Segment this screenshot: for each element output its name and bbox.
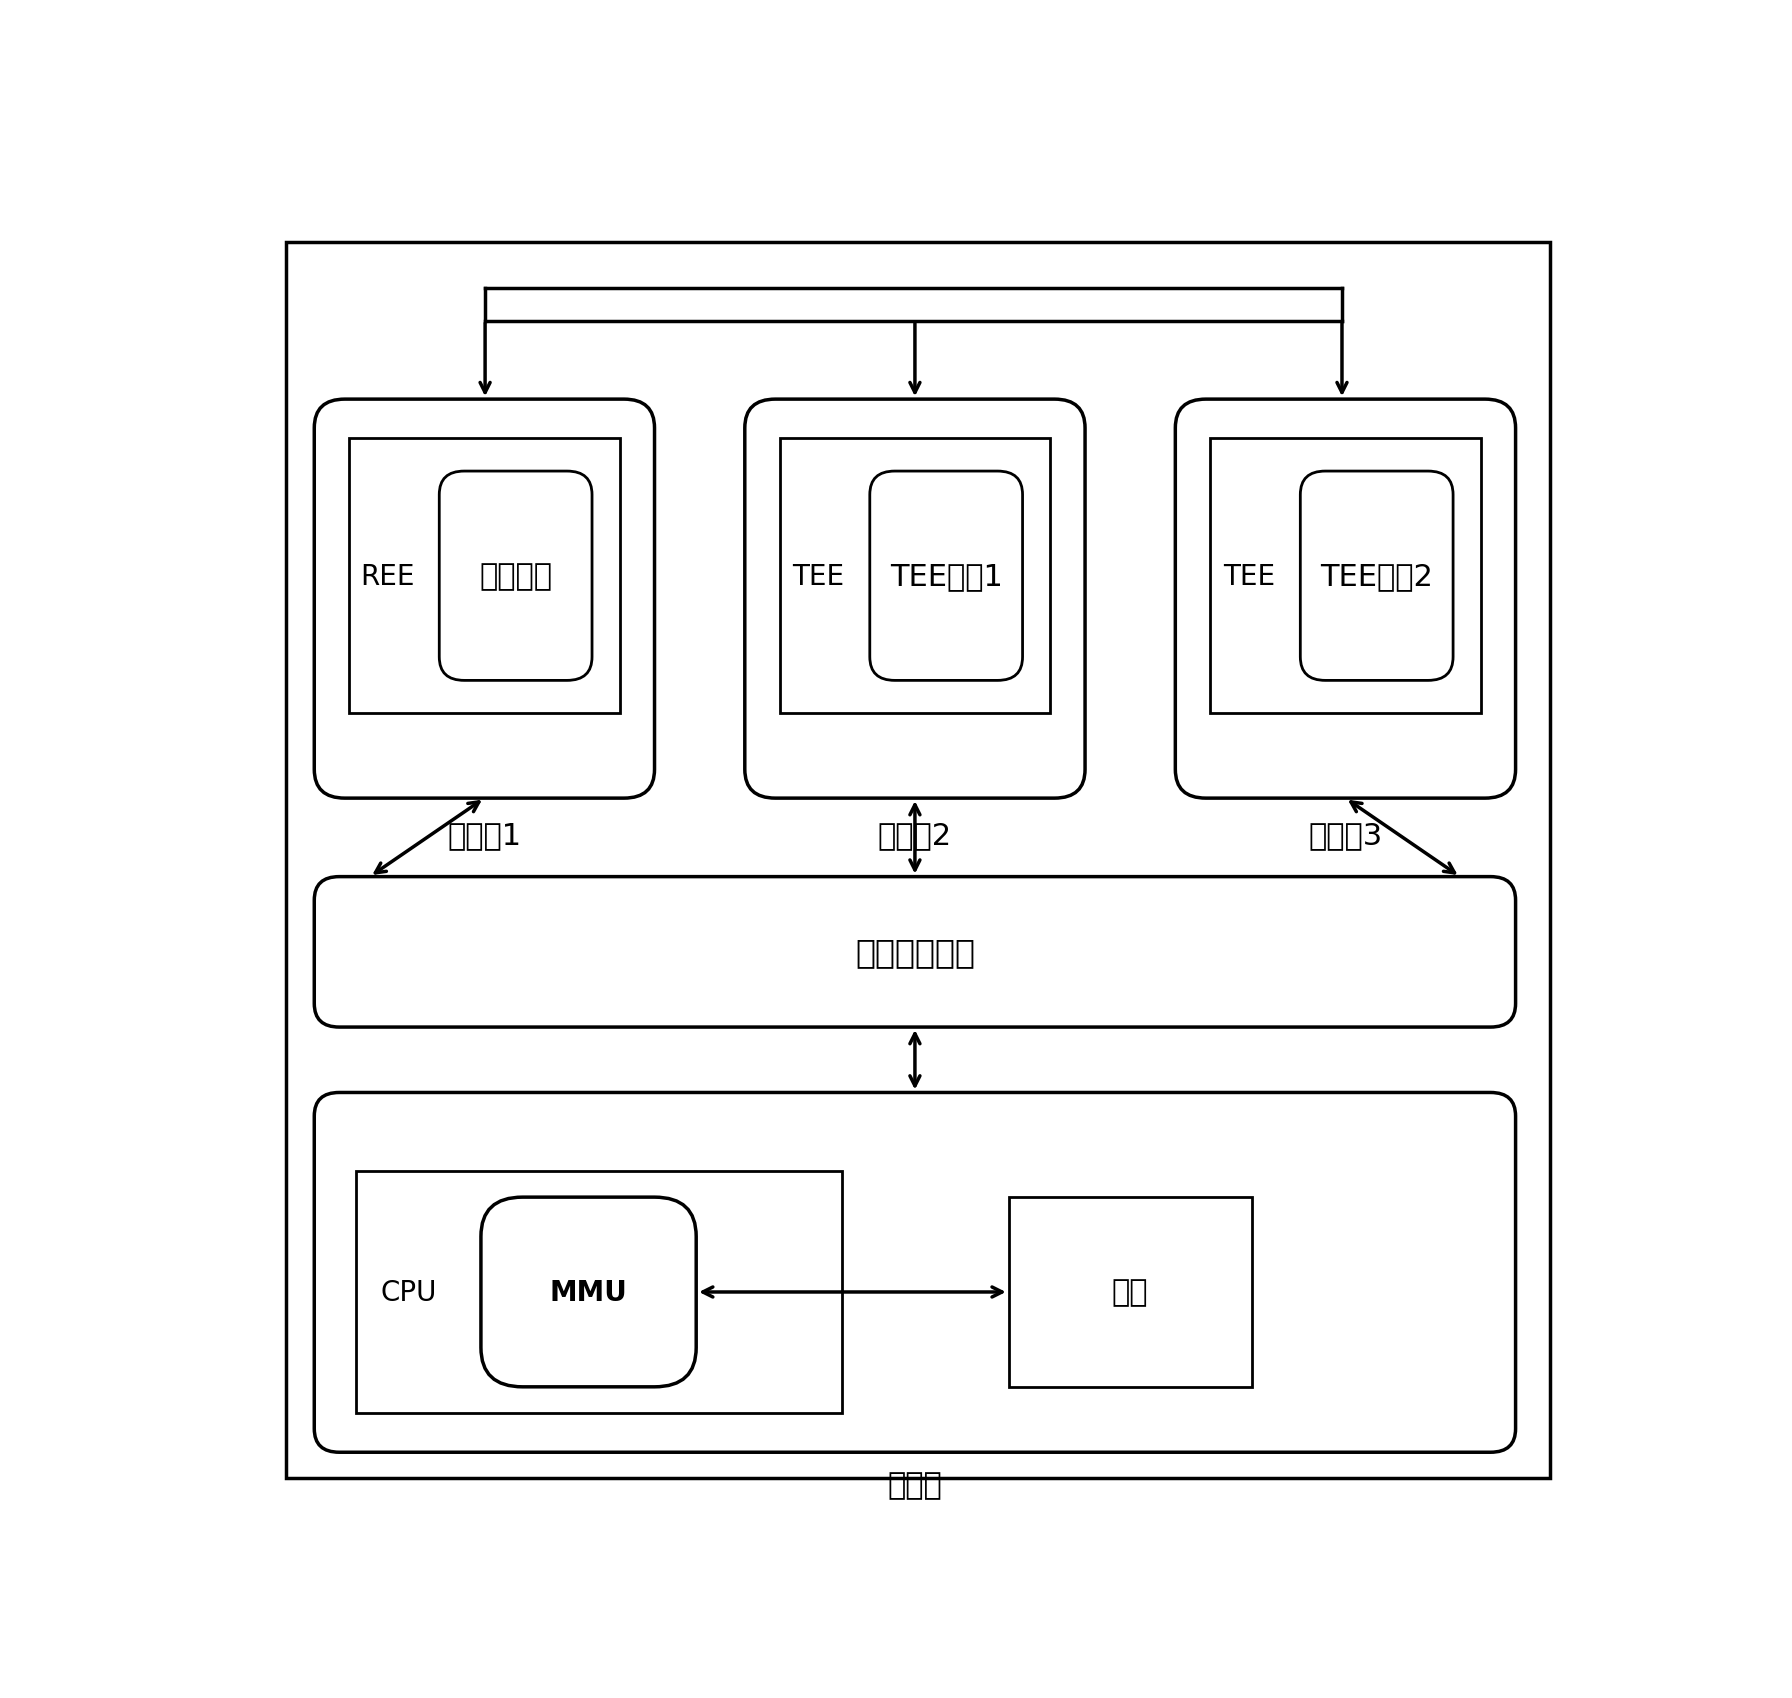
FancyBboxPatch shape [349,440,620,713]
Text: 内存: 内存 [1113,1277,1149,1307]
FancyBboxPatch shape [869,472,1023,681]
Text: 虚拟机管理器: 虚拟机管理器 [855,936,975,970]
Text: TEE应用1: TEE应用1 [891,562,1002,591]
FancyBboxPatch shape [314,1094,1516,1452]
Text: 虚拟机2: 虚拟机2 [878,820,952,849]
FancyBboxPatch shape [287,243,1550,1479]
Text: 虚拟机1: 虚拟机1 [448,820,521,849]
FancyBboxPatch shape [314,878,1516,1027]
FancyBboxPatch shape [480,1197,695,1387]
FancyBboxPatch shape [745,399,1086,798]
Text: 物理机: 物理机 [887,1470,943,1499]
FancyBboxPatch shape [314,399,654,798]
FancyBboxPatch shape [780,440,1050,713]
FancyBboxPatch shape [1176,399,1516,798]
FancyBboxPatch shape [1210,440,1480,713]
FancyBboxPatch shape [1009,1197,1253,1387]
Text: TEE应用2: TEE应用2 [1321,562,1434,591]
Text: REE: REE [360,562,416,591]
FancyBboxPatch shape [1301,472,1453,681]
Text: TEE: TEE [792,562,844,591]
Text: TEE: TEE [1222,562,1274,591]
Text: CPU: CPU [380,1279,437,1306]
FancyBboxPatch shape [357,1172,842,1413]
Text: 虚拟机3: 虚拟机3 [1308,820,1383,849]
Text: MMU: MMU [550,1279,627,1306]
Text: 操作系统: 操作系统 [478,562,552,591]
FancyBboxPatch shape [439,472,591,681]
